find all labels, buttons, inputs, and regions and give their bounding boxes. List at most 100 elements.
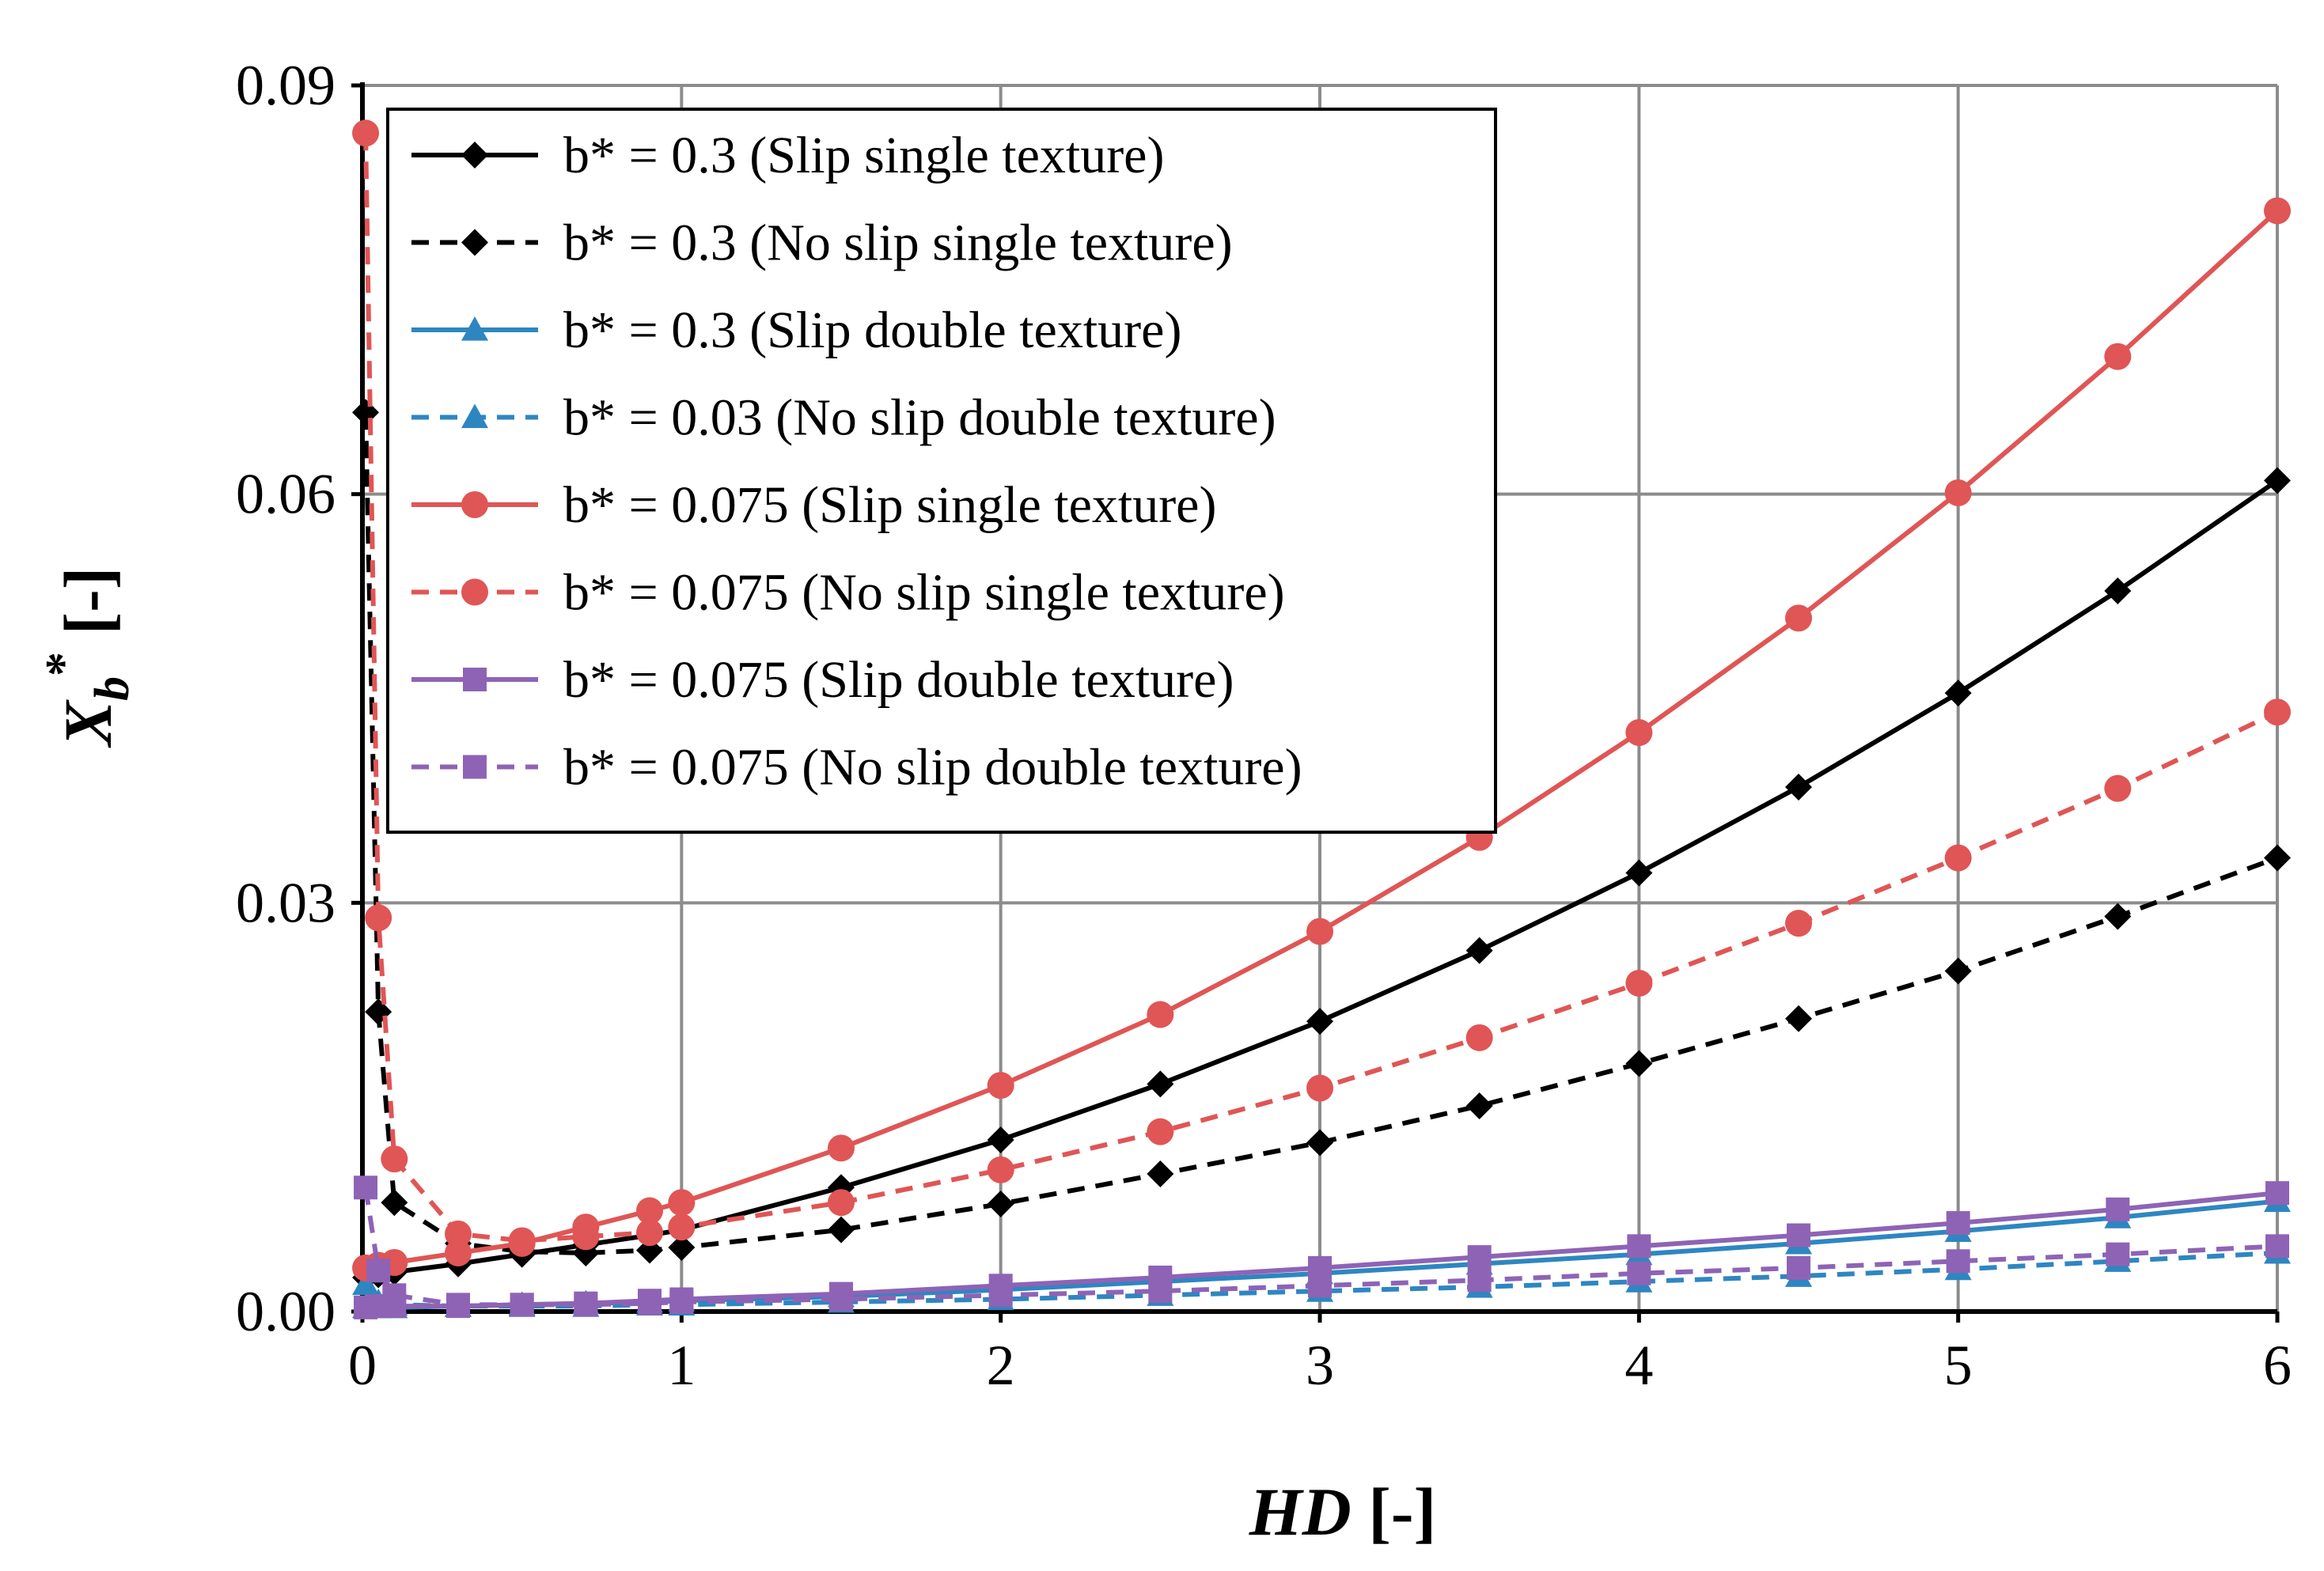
- data-point: [1467, 1245, 1492, 1270]
- data-point: [1465, 937, 1493, 964]
- data-point: [1946, 1249, 1970, 1274]
- y-tick-label: 0.00: [236, 1280, 336, 1343]
- data-point: [987, 1190, 1014, 1217]
- data-point: [510, 1293, 534, 1317]
- legend-label: b* = 0.075 (No slip single texture): [563, 564, 1285, 622]
- data-point: [365, 904, 392, 932]
- data-point: [1944, 957, 1972, 985]
- data-point: [352, 1270, 380, 1296]
- data-point: [636, 1197, 663, 1225]
- data-point: [1944, 844, 1972, 872]
- data-point: [2104, 577, 2132, 604]
- data-point: [2264, 698, 2291, 726]
- legend-label: b* = 0.3 (Slip double texture): [563, 301, 1181, 359]
- legend-item: b* = 0.075 (No slip single texture): [411, 564, 1285, 622]
- legend-marker: [461, 229, 488, 256]
- legend-marker: [461, 403, 488, 429]
- legend-item: b* = 0.3 (No slip single texture): [411, 214, 1233, 272]
- legend-label: b* = 0.3 (No slip single texture): [563, 214, 1233, 272]
- data-point: [1148, 1279, 1173, 1304]
- series-line: [363, 1187, 2278, 1308]
- tick-labels: 0 1 2 3 4 5 6 0.00 0.03 0.06 0.09: [236, 54, 2292, 1397]
- data-point: [2264, 844, 2291, 872]
- legend-marker: [461, 578, 488, 606]
- y-axis-title-sup: *: [36, 652, 90, 676]
- data-point: [1627, 1234, 1651, 1259]
- legend-label: b* = 0.075 (Slip single texture): [563, 476, 1216, 534]
- data-point: [381, 1145, 408, 1173]
- legend-marker: [463, 668, 487, 691]
- data-point: [638, 1291, 662, 1315]
- data-point: [1306, 1129, 1333, 1156]
- data-point: [446, 1293, 470, 1317]
- data-point: [445, 1239, 472, 1266]
- data-point: [2265, 1181, 2289, 1206]
- data-point: [1306, 918, 1333, 945]
- data-point: [1465, 1092, 1493, 1119]
- data-point: [1944, 479, 1972, 506]
- x-tick-label: 3: [1306, 1334, 1334, 1397]
- y-axis-title-sub: b: [85, 676, 139, 701]
- data-point: [828, 1189, 855, 1217]
- legend-label: b* = 0.075 (Slip double texture): [563, 651, 1234, 709]
- data-point: [2106, 1242, 2130, 1266]
- data-point: [574, 1293, 598, 1317]
- legend-label: b* = 0.03 (No slip double texture): [563, 389, 1276, 447]
- x-tick-label: 2: [987, 1334, 1015, 1397]
- legend-marker: [461, 142, 488, 168]
- data-point: [2104, 343, 2132, 370]
- series-b-0-075-no-slip-single-texture: [352, 119, 2291, 1255]
- legend-item: b* = 0.075 (Slip single texture): [411, 476, 1216, 534]
- legend-item: b* = 0.3 (Slip double texture): [411, 301, 1181, 359]
- data-point: [1625, 969, 1653, 997]
- data-point: [668, 1213, 696, 1241]
- data-point: [1467, 1268, 1492, 1293]
- data-point: [987, 1126, 1014, 1153]
- y-tick-label: 0.09: [236, 54, 336, 117]
- data-point: [1787, 1255, 1810, 1280]
- data-point: [445, 1220, 472, 1247]
- data-point: [352, 119, 380, 147]
- x-tick-label: 6: [2263, 1334, 2292, 1397]
- data-point: [1625, 1050, 1653, 1077]
- series-line: [363, 133, 2279, 1244]
- data-point: [987, 1156, 1014, 1183]
- data-point: [1787, 1223, 1810, 1247]
- legend-marker: [461, 491, 488, 518]
- data-point: [1785, 604, 1812, 632]
- legend-marker: [463, 755, 487, 779]
- data-point: [1306, 1074, 1333, 1102]
- data-point: [572, 1223, 600, 1251]
- data-point: [1785, 773, 1812, 801]
- legend-label: b* = 0.3 (Slip single texture): [563, 127, 1164, 184]
- legend-box: [386, 108, 1497, 834]
- data-point: [1308, 1274, 1332, 1298]
- data-point: [2264, 467, 2291, 494]
- data-point: [829, 1287, 853, 1312]
- data-point: [382, 1283, 407, 1308]
- legend-item: b* = 0.3 (Slip single texture): [411, 127, 1164, 184]
- data-point: [2104, 903, 2132, 930]
- data-point: [636, 1219, 663, 1247]
- x-tick-label: 4: [1625, 1334, 1653, 1397]
- data-point: [668, 1189, 696, 1217]
- y-axis-title-base: X: [50, 698, 126, 748]
- data-point: [669, 1289, 694, 1314]
- data-point: [381, 1189, 408, 1217]
- legend-item: b* = 0.03 (No slip double texture): [411, 389, 1276, 447]
- data-point: [2264, 197, 2291, 225]
- data-point: [1627, 1261, 1651, 1285]
- data-point: [1306, 1008, 1333, 1035]
- data-point: [1147, 1160, 1174, 1188]
- y-tick-label: 0.03: [236, 871, 336, 934]
- data-point: [1946, 1211, 1970, 1236]
- data-point: [508, 1227, 536, 1255]
- data-point: [988, 1283, 1013, 1308]
- x-tick-label: 0: [348, 1334, 377, 1397]
- x-axis-title: HD [-]: [1249, 1474, 1436, 1550]
- y-axis-title: Xb* [-]: [36, 567, 139, 749]
- data-point: [354, 1175, 378, 1200]
- y-tick-label: 0.06: [236, 463, 336, 526]
- data-point: [828, 1216, 855, 1244]
- data-point: [366, 1259, 391, 1283]
